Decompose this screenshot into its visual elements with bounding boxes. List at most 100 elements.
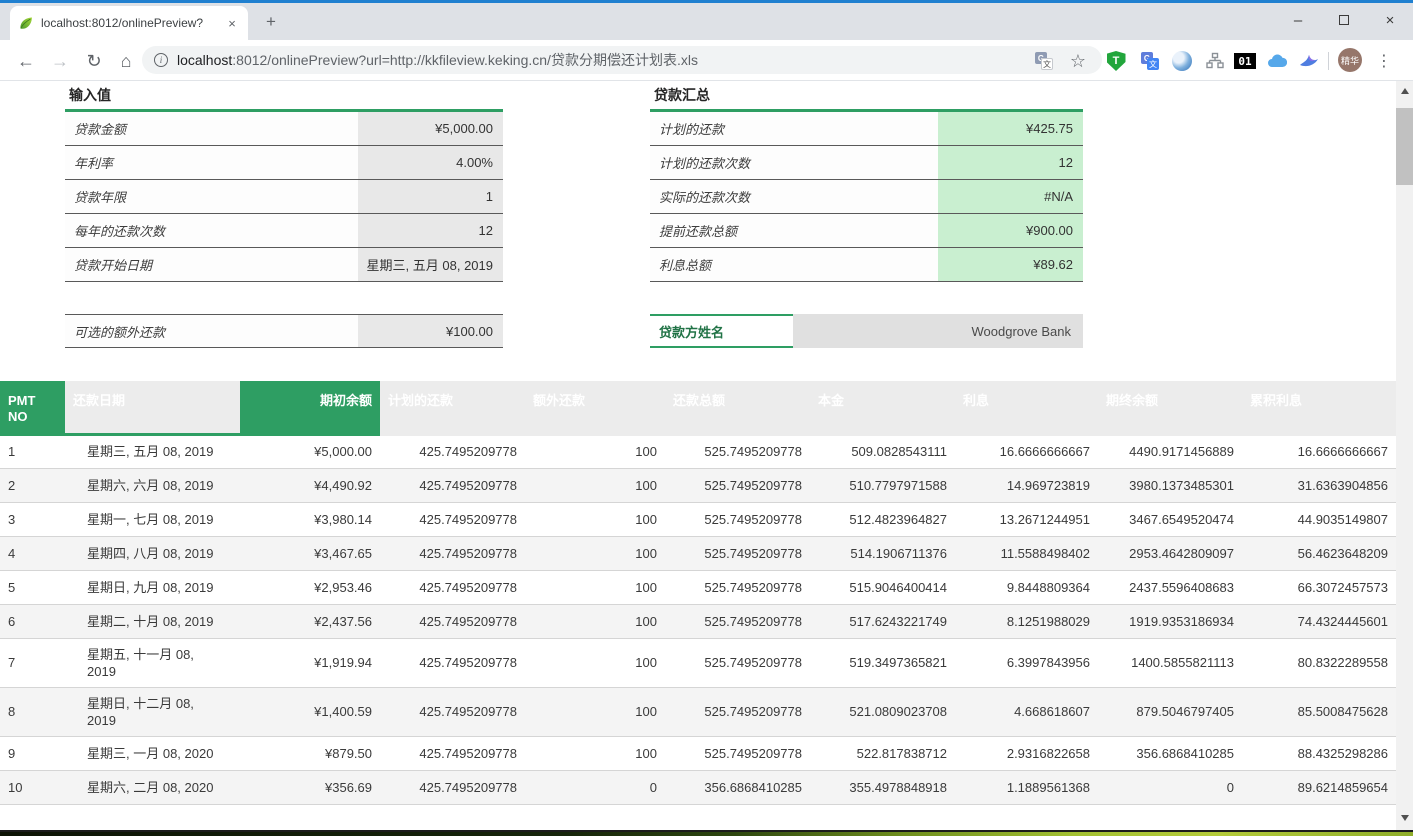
schedule-cell: ¥2,953.46 — [240, 570, 380, 605]
schedule-cell: 425.7495209778 — [380, 502, 525, 537]
browser-titlebar: localhost:8012/onlinePreview? × + – × — [0, 3, 1413, 40]
browser-tab[interactable]: localhost:8012/onlinePreview? × — [10, 6, 248, 40]
input-values-table: 输入值 贷款金额 ¥5,000.00 年利率 4.00% 贷款年限 1 每年的还款次数 12 贷… — [65, 85, 503, 348]
minimize-button[interactable]: – — [1293, 11, 1303, 29]
schedule-cell: 525.7495209778 — [665, 736, 810, 771]
cloud-glyph — [1268, 54, 1287, 67]
home-button[interactable]: ⌂ — [120, 50, 132, 71]
new-tab-button[interactable]: + — [266, 12, 276, 31]
schedule-cell: 525.7495209778 — [665, 536, 810, 571]
tab-close-icon[interactable]: × — [228, 15, 236, 31]
schedule-cell: 7 — [0, 638, 65, 688]
schedule-cell: 44.9035149807 — [1242, 502, 1396, 537]
info-value: ¥425.75 — [938, 112, 1083, 145]
schedule-row: 9 星期三, 一月 08, 2020 ¥879.50 425.7495209778 10… — [0, 736, 1396, 771]
schedule-header-cell: 计划的还款 — [380, 381, 525, 436]
schedule-cell: 525.7495209778 — [665, 638, 810, 688]
toolbar-separator — [1328, 52, 1329, 70]
schedule-cell: ¥879.50 — [240, 736, 380, 771]
binary-01-glyph: 01 — [1234, 53, 1256, 69]
url-text: localhost:8012/onlinePreview?url=http://… — [177, 50, 698, 70]
info-value: 1 — [358, 180, 503, 213]
info-row: 利息总额 ¥89.62 — [650, 248, 1083, 282]
schedule-cell: 星期三, 五月 08, 2019 — [65, 434, 240, 469]
ext-sitemap-icon[interactable] — [1203, 49, 1227, 73]
schedule-cell: ¥2,437.56 — [240, 604, 380, 639]
up-triangle — [1400, 87, 1409, 94]
schedule-cell: 521.0809023708 — [810, 687, 955, 737]
schedule-row: 5 星期日, 九月 08, 2019 ¥2,953.46 425.7495209778… — [0, 570, 1396, 605]
schedule-cell: 100 — [525, 434, 665, 469]
schedule-row: 7 星期五, 十一月 08, 2019 ¥1,919.94 425.749520977… — [0, 638, 1396, 688]
input-values-rows: 贷款金额 ¥5,000.00 年利率 4.00% 贷款年限 1 每年的还款次数 12 贷款开始日… — [65, 109, 503, 282]
info-value: 星期三, 五月 08, 2019 — [358, 248, 503, 281]
url-host: localhost — [177, 52, 233, 68]
ext-bird-icon[interactable] — [1297, 49, 1321, 73]
schedule-cell: 89.6214859654 — [1242, 770, 1396, 805]
schedule-cell: 3 — [0, 502, 65, 537]
down-triangle — [1400, 814, 1409, 821]
background-photo-strip — [0, 832, 1413, 836]
schedule-row: 4 星期四, 八月 08, 2019 ¥3,467.65 425.7495209778… — [0, 536, 1396, 571]
schedule-header-cell: 本金 — [810, 381, 955, 436]
ext-binary-01-icon[interactable]: 01 — [1233, 49, 1257, 73]
ext-shield-icon[interactable]: T — [1104, 49, 1128, 73]
schedule-header-cell: 期初余额 — [240, 381, 380, 436]
bookmark-star-icon[interactable]: ☆ — [1066, 49, 1090, 73]
gtranslate-glyph: G 文 — [1141, 52, 1159, 70]
schedule-cell: 100 — [525, 502, 665, 537]
schedule-header-cell: 利息 — [955, 381, 1098, 436]
schedule-cell: 425.7495209778 — [380, 604, 525, 639]
schedule-cell: ¥1,400.59 — [240, 687, 380, 737]
schedule-cell: ¥4,490.92 — [240, 468, 380, 503]
vertical-scrollbar[interactable] — [1396, 81, 1413, 830]
schedule-cell: 4 — [0, 536, 65, 571]
info-label: 利息总额 — [659, 258, 712, 273]
translate-page-icon[interactable]: G 文 — [1032, 49, 1056, 73]
star-glyph: ☆ — [1069, 50, 1087, 71]
schedule-cell: 514.1906711376 — [810, 536, 955, 571]
info-label: 可选的额外还款 — [74, 324, 166, 340]
scrollbar-thumb[interactable] — [1396, 108, 1413, 185]
info-value: 12 — [358, 214, 503, 247]
schedule-cell: 425.7495209778 — [380, 687, 525, 737]
info-label: 每年的还款次数 — [74, 224, 166, 239]
browser-toolbar: ← → ↻ ⌂ i localhost:8012/onlinePreview?u… — [0, 40, 1413, 81]
chrome-menu-icon[interactable]: ⋮ — [1372, 49, 1396, 73]
info-label: 计划的还款 — [659, 122, 725, 137]
scrollbar-up-icon[interactable] — [1396, 82, 1413, 99]
ext-google-translate-icon[interactable]: G 文 — [1138, 49, 1162, 73]
info-value: #N/A — [938, 180, 1083, 213]
schedule-cell: 2953.4642809097 — [1098, 536, 1242, 571]
profile-avatar[interactable]: 精华 — [1338, 48, 1362, 72]
ext-swirl-circle-icon[interactable] — [1170, 49, 1194, 73]
schedule-cell: 星期四, 八月 08, 2019 — [65, 536, 240, 571]
url-path: :8012/onlinePreview?url=http://kkfilevie… — [232, 52, 698, 68]
back-button[interactable]: ← — [17, 50, 35, 71]
schedule-cell: 879.5046797405 — [1098, 687, 1242, 737]
close-button[interactable]: × — [1385, 11, 1395, 29]
page-info-icon[interactable]: i — [154, 53, 168, 67]
schedule-cell: 1400.5855821113 — [1098, 638, 1242, 688]
schedule-cell: 8 — [0, 687, 65, 737]
schedule-cell: 4.668618607 — [955, 687, 1098, 737]
lender-value: Woodgrove Bank — [793, 314, 1083, 348]
info-label: 计划的还款次数 — [659, 156, 751, 171]
info-row: 贷款年限 1 — [65, 180, 503, 214]
schedule-cell: 1 — [0, 434, 65, 469]
reload-button[interactable]: ↻ — [86, 50, 102, 71]
schedule-cell: 356.6868410285 — [665, 770, 810, 805]
forward-button[interactable]: → — [51, 50, 69, 71]
schedule-cell: 14.969723819 — [955, 468, 1098, 503]
maximize-button[interactable] — [1321, 3, 1367, 37]
schedule-cell: ¥3,467.65 — [240, 536, 380, 571]
bottom-dark-line — [0, 830, 1413, 832]
schedule-cell: 425.7495209778 — [380, 468, 525, 503]
schedule-cell: ¥1,919.94 — [240, 638, 380, 688]
shield-glyph: T — [1106, 51, 1126, 71]
schedule-cell: 515.9046400414 — [810, 570, 955, 605]
address-bar[interactable]: i localhost:8012/onlinePreview?url=http:… — [142, 46, 1102, 74]
scrollbar-down-icon[interactable] — [1396, 809, 1413, 826]
schedule-cell: 525.7495209778 — [665, 468, 810, 503]
ext-cloud-icon[interactable] — [1265, 49, 1289, 73]
